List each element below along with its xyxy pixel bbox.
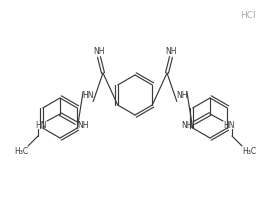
Text: H₃C: H₃C — [14, 147, 28, 155]
Text: NH: NH — [93, 48, 105, 57]
Text: NH: NH — [165, 48, 177, 57]
Text: HN: HN — [35, 120, 47, 129]
Text: H₃C: H₃C — [242, 147, 256, 155]
Text: HN: HN — [223, 120, 235, 129]
Text: NH: NH — [181, 122, 193, 131]
Text: NH: NH — [77, 122, 89, 131]
Text: HCl: HCl — [240, 12, 256, 21]
Text: NH: NH — [176, 91, 188, 100]
Text: HN: HN — [82, 91, 94, 100]
